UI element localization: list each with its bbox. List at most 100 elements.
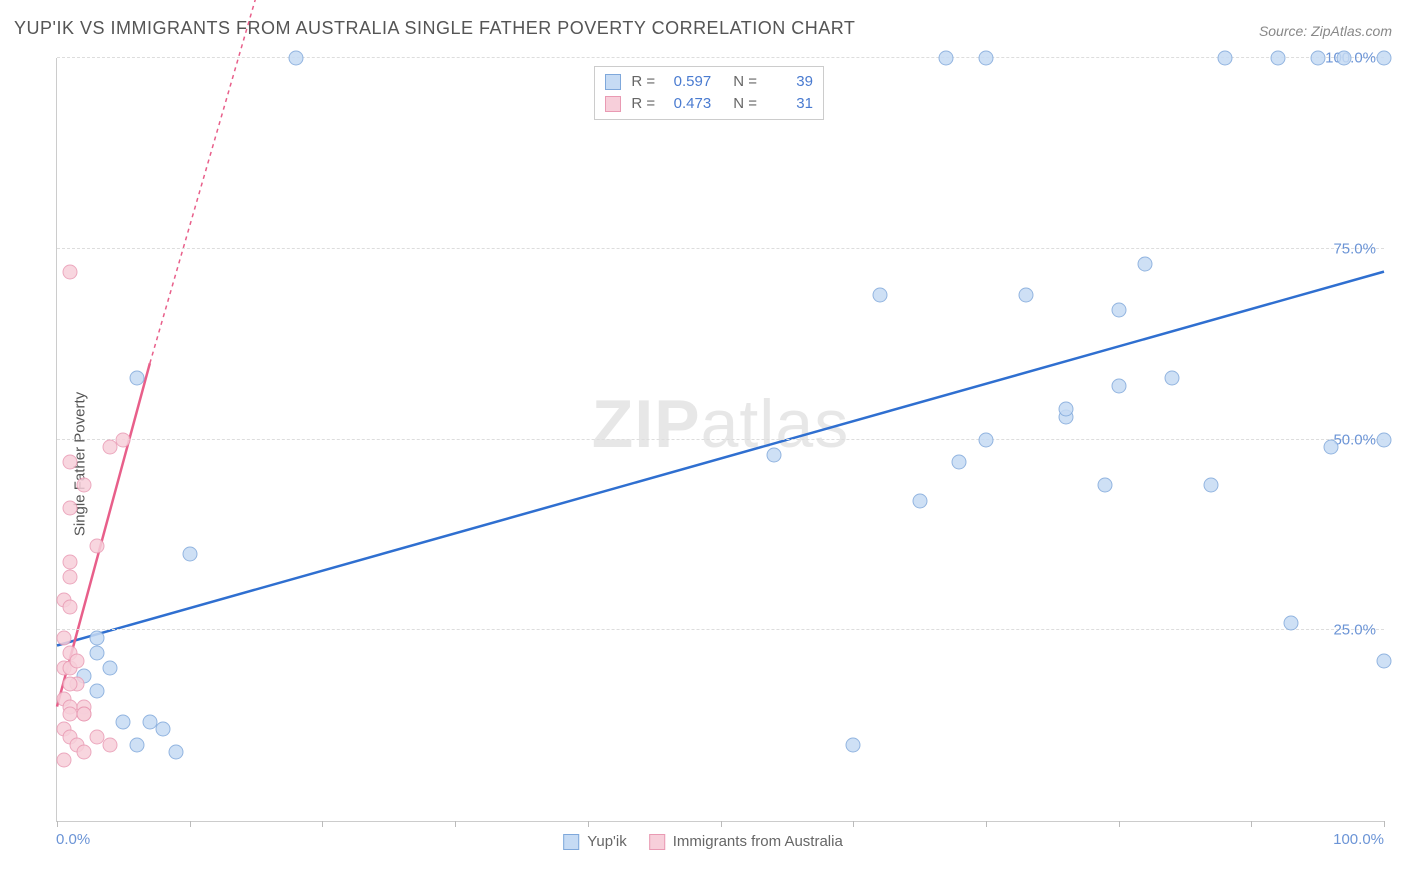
data-point [63, 455, 78, 470]
data-point [1377, 51, 1392, 66]
x-tick [322, 821, 323, 827]
x-tick [853, 821, 854, 827]
gridline [57, 248, 1384, 249]
data-point [89, 646, 104, 661]
data-point [1204, 478, 1219, 493]
n-value: 31 [767, 93, 813, 115]
data-point [89, 539, 104, 554]
legend-label: Yup'ik [587, 833, 627, 850]
legend-swatch [605, 96, 621, 112]
x-tick [1119, 821, 1120, 827]
data-point [169, 745, 184, 760]
source-prefix: Source: [1259, 23, 1311, 39]
data-point [103, 661, 118, 676]
series-legend: Yup'ik Immigrants from Australia [563, 833, 843, 850]
data-point [1138, 257, 1153, 272]
x-tick-label: 0.0% [56, 831, 90, 848]
data-point [1058, 401, 1073, 416]
data-point [1377, 653, 1392, 668]
data-point [1337, 51, 1352, 66]
data-point [1018, 287, 1033, 302]
data-point [56, 630, 71, 645]
data-point [63, 600, 78, 615]
data-point [1217, 51, 1232, 66]
data-point [766, 447, 781, 462]
watermark-bold: ZIP [592, 386, 701, 462]
data-point [1111, 302, 1126, 317]
data-point [56, 752, 71, 767]
y-tick-label: 25.0% [1333, 622, 1376, 639]
data-point [939, 51, 954, 66]
y-tick-label: 50.0% [1333, 431, 1376, 448]
data-point [129, 737, 144, 752]
data-point [116, 714, 131, 729]
n-value: 39 [767, 71, 813, 93]
data-point [1323, 440, 1338, 455]
data-point [978, 51, 993, 66]
data-point [182, 546, 197, 561]
data-point [1377, 432, 1392, 447]
data-point [952, 455, 967, 470]
data-point [76, 478, 91, 493]
x-tick [588, 821, 589, 827]
legend-swatch [605, 74, 621, 90]
r-value: 0.597 [665, 71, 711, 93]
data-point [872, 287, 887, 302]
x-tick [1384, 821, 1385, 827]
n-label: N = [733, 93, 757, 115]
x-tick [1251, 821, 1252, 827]
x-tick [57, 821, 58, 827]
data-point [1164, 371, 1179, 386]
x-tick-label: 100.0% [1333, 831, 1384, 848]
data-point [846, 737, 861, 752]
gridline [57, 57, 1384, 58]
data-point [1270, 51, 1285, 66]
gridline [57, 629, 1384, 630]
r-value: 0.473 [665, 93, 711, 115]
data-point [129, 371, 144, 386]
data-point [63, 554, 78, 569]
data-point [288, 51, 303, 66]
data-point [978, 432, 993, 447]
legend-item: Immigrants from Australia [649, 833, 843, 850]
data-point [63, 501, 78, 516]
data-point [89, 630, 104, 645]
data-point [89, 684, 104, 699]
x-tick [986, 821, 987, 827]
data-point [63, 264, 78, 279]
data-point [116, 432, 131, 447]
scatter-plot: ZIPatlas 25.0%50.0%75.0%100.0%R =0.597N … [56, 58, 1384, 822]
chart-area: Single Father Poverty ZIPatlas 25.0%50.0… [14, 50, 1392, 878]
data-point [63, 676, 78, 691]
legend-label: Immigrants from Australia [673, 833, 843, 850]
data-point [63, 569, 78, 584]
data-point [103, 737, 118, 752]
y-tick-label: 75.0% [1333, 240, 1376, 257]
data-point [1284, 615, 1299, 630]
legend-swatch [563, 834, 579, 850]
data-point [1310, 51, 1325, 66]
data-point [76, 745, 91, 760]
n-label: N = [733, 71, 757, 93]
data-point [76, 707, 91, 722]
x-tick [455, 821, 456, 827]
r-label: R = [631, 93, 655, 115]
x-tick [721, 821, 722, 827]
r-label: R = [631, 71, 655, 93]
legend-swatch [649, 834, 665, 850]
watermark: ZIPatlas [592, 385, 849, 463]
data-point [103, 440, 118, 455]
data-point [69, 653, 84, 668]
data-point [912, 493, 927, 508]
data-point [156, 722, 171, 737]
source-attribution: Source: ZipAtlas.com [1259, 23, 1392, 39]
stats-row: R = 0.597 N = 39 [605, 71, 813, 93]
data-point [1111, 379, 1126, 394]
trend-lines [57, 58, 1384, 821]
gridline [57, 439, 1384, 440]
stats-row: R = 0.473 N = 31 [605, 93, 813, 115]
chart-title: YUP'IK VS IMMIGRANTS FROM AUSTRALIA SING… [14, 18, 855, 39]
legend-item: Yup'ik [563, 833, 627, 850]
source-name: ZipAtlas.com [1311, 23, 1392, 39]
stats-legend: R = 0.597 N = 39 R = 0.473 N = 31 [594, 66, 824, 120]
